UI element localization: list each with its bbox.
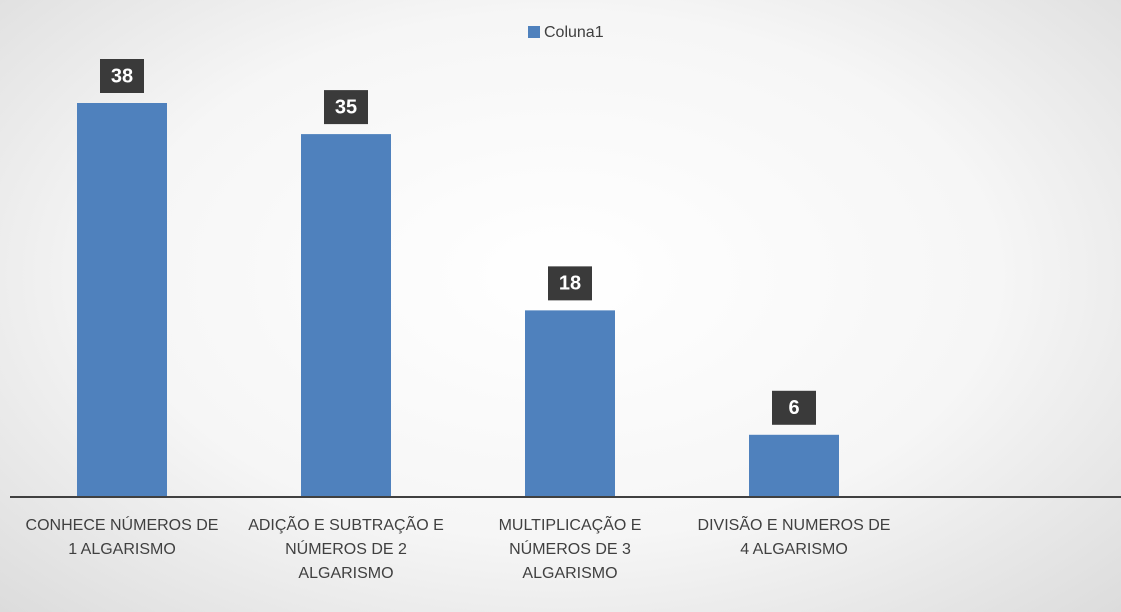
x-tick-label: CONHECE NÚMEROS DE 1 ALGARISMO: [25, 517, 219, 558]
bar: [301, 134, 391, 497]
bar: [749, 434, 839, 497]
data-label-box: [324, 90, 368, 125]
data-label: 6: [788, 397, 799, 419]
data-label: 18: [559, 273, 581, 295]
x-tick-label: DIVISÃO E NUMEROS DE 4 ALGARISMO: [697, 517, 891, 558]
x-tick-label: MULTIPLICAÇÃO E NÚMEROS DE 3 ALGARISMO: [498, 517, 642, 582]
bar: [77, 103, 167, 497]
x-tick-label: ADIÇÃO E SUBTRAÇÃO E NÚMEROS DE 2 ALGARI…: [248, 517, 444, 582]
data-label: 35: [335, 96, 357, 118]
legend-swatch: [528, 26, 540, 38]
bar: [525, 310, 615, 497]
legend-label: Coluna1: [544, 24, 604, 41]
data-label-box: [772, 390, 816, 425]
data-label-box: [548, 266, 592, 301]
data-label: 38: [111, 65, 133, 87]
data-label-box: [100, 59, 144, 93]
